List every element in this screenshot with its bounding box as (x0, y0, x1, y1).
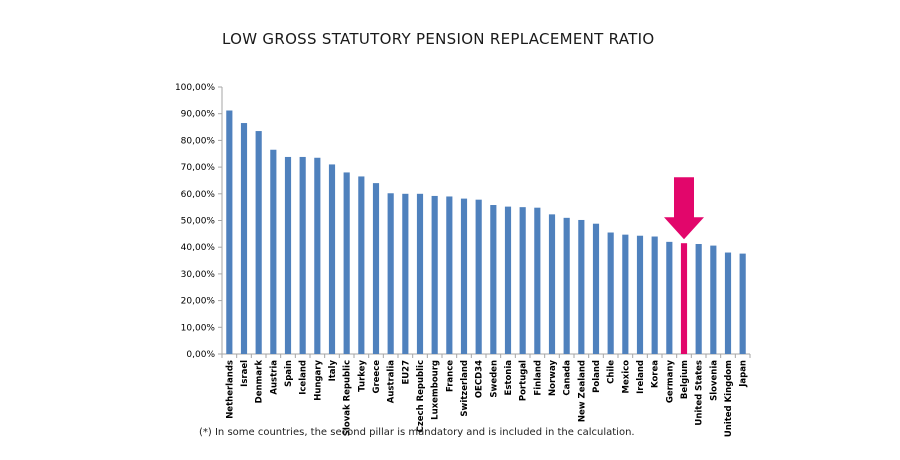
x-tick-label: Poland (592, 360, 602, 393)
y-tick-label: 20,00% (181, 297, 216, 307)
x-tick-label: Portugal (519, 360, 529, 401)
bar (534, 207, 541, 354)
x-tick-label: Chile (607, 360, 617, 384)
x-tick-label: United States (695, 360, 705, 426)
bar (284, 156, 292, 354)
x-tick-label: Hungary (313, 360, 323, 401)
bar (372, 183, 380, 354)
x-tick-label: Canada (563, 360, 573, 396)
bar-highlighted (680, 243, 688, 354)
bar (270, 149, 277, 354)
x-tick-label: New Zealand (577, 360, 587, 422)
x-tick-label: Austria (269, 360, 279, 395)
x-tick-label: Spain (284, 360, 294, 387)
x-tick-label: Slovenia (709, 360, 719, 401)
bar (607, 232, 614, 354)
bar (446, 196, 453, 354)
bar (358, 176, 365, 354)
x-tick-label: France (445, 360, 455, 392)
x-tick-label: Germany (665, 360, 675, 404)
bar (592, 223, 600, 354)
bar (563, 217, 570, 354)
x-tick-label: United Kingdom (724, 360, 734, 437)
bar (299, 156, 306, 354)
x-tick-label: Czech Republic (416, 360, 426, 432)
bar (226, 110, 233, 354)
y-tick-label: 10,00% (181, 323, 216, 333)
x-tick-label: Sweden (489, 360, 499, 398)
bar (636, 235, 644, 354)
x-tick-label: Australia (387, 360, 397, 404)
chart-title: LOW GROSS STATUTORY PENSION REPLACEMENT … (222, 30, 655, 48)
x-tick-label: Mexico (621, 360, 631, 394)
y-tick-label: 70,00% (181, 163, 216, 173)
y-tick-label: 0,00% (186, 350, 215, 360)
y-tick-label: 40,00% (181, 243, 216, 253)
y-tick-label: 80,00% (181, 136, 216, 146)
bar (387, 193, 394, 354)
x-tick-label: Slovak Republic (343, 360, 353, 436)
bar (651, 236, 658, 354)
bar (255, 131, 262, 354)
x-tick-label: Turkey (357, 360, 367, 392)
bar (402, 193, 409, 354)
x-tick-label: EU27 (401, 360, 411, 385)
bar (578, 219, 585, 354)
bar (622, 234, 629, 354)
bar (710, 245, 717, 354)
x-tick-label: Netherlands (225, 360, 235, 419)
bar (724, 252, 732, 354)
x-tick-label: Japan (739, 360, 749, 388)
bar (695, 243, 702, 354)
x-tick-label: Korea (651, 360, 661, 388)
x-tick-label: Belgium (680, 360, 690, 399)
y-tick-label: 100,00% (175, 83, 215, 93)
x-tick-label: Israel (240, 360, 250, 387)
y-tick-label: 60,00% (181, 190, 216, 200)
footnote: (*) In some countries, the second pillar… (199, 427, 635, 438)
x-tick-label: Estonia (504, 360, 514, 396)
bar (416, 193, 424, 354)
bar (240, 123, 248, 354)
y-tick-label: 30,00% (181, 270, 216, 280)
x-tick-label: Finland (533, 360, 543, 396)
bar (475, 199, 482, 354)
bar (548, 214, 556, 354)
bar (490, 205, 497, 354)
bar (431, 195, 438, 354)
bar (314, 157, 321, 354)
bar (519, 207, 526, 354)
x-tick-label: Denmark (255, 360, 265, 404)
x-tick-label: Ireland (636, 360, 646, 394)
x-tick-label: Norway (548, 360, 558, 396)
bar (343, 172, 350, 354)
x-tick-label: OECD34 (475, 360, 485, 398)
highlight-arrow-icon (664, 177, 704, 240)
x-tick-label: Italy (328, 360, 338, 382)
y-tick-label: 50,00% (181, 217, 216, 227)
x-tick-label: Iceland (299, 360, 309, 395)
bar (328, 164, 336, 354)
bar (460, 198, 468, 354)
x-tick-label: Luxembourg (431, 360, 441, 420)
x-tick-label: Switzerland (460, 360, 470, 417)
bar (739, 253, 746, 354)
y-tick-label: 90,00% (181, 110, 216, 120)
bar (666, 241, 673, 354)
bar (504, 206, 512, 354)
x-tick-label: Greece (372, 360, 382, 394)
